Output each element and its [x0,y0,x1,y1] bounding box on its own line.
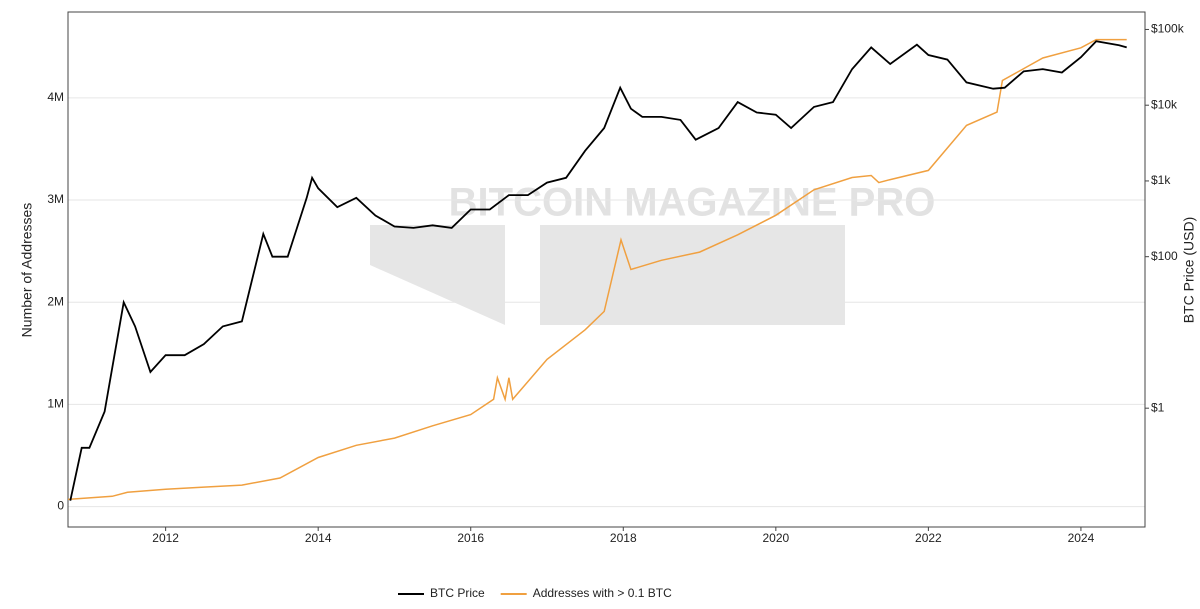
x-tick-label: 2016 [457,531,484,545]
x-tick-label: 2012 [152,531,179,545]
y2-tick-label: $10k [1151,97,1178,111]
y-axis-title: Number of Addresses [19,203,35,338]
x-tick-label: 2022 [915,531,942,545]
y2-tick-label: $1 [1151,400,1165,414]
legend-label: BTC Price [430,586,485,600]
x-tick-label: 2020 [762,531,789,545]
series-line [67,38,1127,501]
plot-frame [67,11,1146,528]
y-tick-label: 3M [47,192,64,206]
y2-tick-label: $100k [1151,22,1185,36]
y2-axis-title: BTC Price (USD) [1181,217,1197,324]
y-tick-label: 0 [57,499,64,513]
y-tick-label: 1M [47,397,64,411]
watermark-logo [370,225,845,325]
x-tick-label: 2024 [1068,531,1095,545]
series-line [69,40,1127,501]
watermark: BITCOIN MAGAZINE PRO [449,181,936,225]
y-tick-label: 4M [47,90,64,104]
y2-tick-label: $1k [1151,173,1171,187]
x-tick-label: 2014 [305,531,332,545]
legend-label: Addresses with > 0.1 BTC [533,586,672,600]
x-tick-label: 2018 [610,531,637,545]
y-tick-label: 2M [47,294,64,308]
y2-tick-label: $100 [1151,249,1178,263]
